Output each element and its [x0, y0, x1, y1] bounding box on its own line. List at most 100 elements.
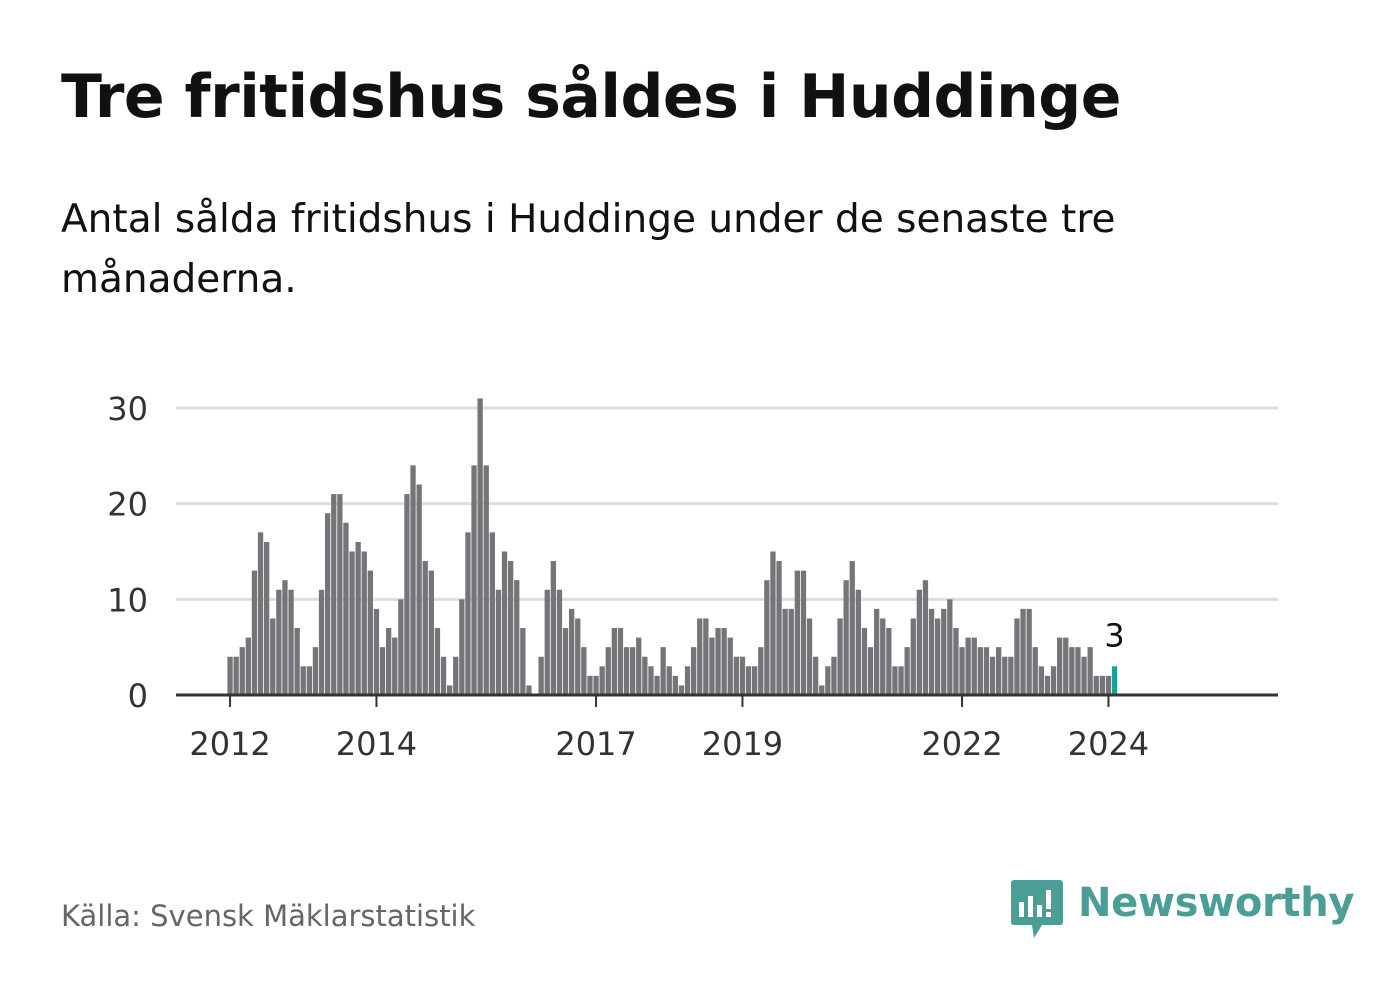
bar [392, 637, 398, 695]
bar [587, 675, 593, 695]
bar [404, 494, 410, 695]
bar [739, 656, 746, 695]
bar [349, 551, 355, 695]
bar [501, 551, 508, 695]
bar [813, 656, 819, 695]
bar [337, 494, 343, 695]
bar [904, 647, 910, 695]
bar [581, 647, 587, 695]
bar [977, 647, 983, 695]
bar [721, 628, 727, 695]
bar [1069, 647, 1075, 695]
bar [1063, 637, 1069, 695]
bar [599, 666, 605, 695]
bar [526, 685, 532, 695]
bar [1081, 656, 1087, 695]
bar [245, 637, 251, 695]
bar [617, 628, 624, 695]
bar [953, 628, 959, 695]
bar [550, 561, 556, 695]
bar [996, 647, 1002, 695]
bar [1026, 608, 1032, 695]
bar [1057, 637, 1063, 695]
bar [520, 628, 526, 695]
bar [660, 647, 666, 695]
bar [886, 628, 892, 695]
bar [465, 532, 471, 695]
bars [227, 398, 1118, 695]
bar [227, 656, 233, 695]
bar [294, 628, 300, 695]
bar [386, 628, 392, 695]
x-tick-label: 2022 [921, 725, 1002, 763]
bar [941, 608, 947, 695]
bar [892, 666, 898, 695]
bar [489, 532, 495, 695]
bar [715, 628, 721, 695]
bar [916, 589, 922, 695]
bar [922, 580, 929, 695]
bar [825, 666, 831, 695]
bar [544, 589, 550, 695]
bar [928, 608, 935, 695]
bar [1105, 675, 1112, 695]
bar [514, 580, 520, 695]
bar [325, 513, 331, 695]
bar [270, 618, 276, 695]
bar [1050, 666, 1057, 695]
bar [276, 589, 282, 695]
y-tick-label: 0 [128, 677, 148, 715]
bar [684, 666, 691, 695]
bar [867, 647, 874, 695]
bar [819, 685, 825, 695]
bar [416, 484, 422, 695]
bar [233, 656, 239, 695]
bar [477, 398, 483, 695]
bar [1020, 608, 1026, 695]
bar [831, 656, 837, 695]
bar [422, 561, 428, 695]
bar [264, 541, 270, 695]
bar [727, 637, 733, 695]
bar [1014, 618, 1020, 695]
bar [306, 666, 312, 695]
bar [654, 675, 660, 695]
bar [880, 618, 886, 695]
bar [1038, 666, 1044, 695]
bar [1075, 647, 1081, 695]
bar [697, 618, 703, 695]
bar [575, 618, 581, 695]
bar [861, 628, 868, 695]
bar [379, 647, 386, 695]
bar [837, 618, 843, 695]
bar [745, 666, 752, 695]
source-note: Källa: Svensk Mäklarstatistik [61, 899, 476, 933]
x-tick-label: 2014 [336, 725, 417, 763]
bar [483, 465, 489, 695]
bar [440, 656, 447, 695]
bar [910, 618, 916, 695]
last-value-label: 3 [1104, 616, 1124, 654]
bar [636, 637, 642, 695]
brand-name: Newsworthy [1078, 880, 1355, 926]
bar [764, 580, 770, 695]
axes [176, 693, 1278, 707]
bar [312, 647, 319, 695]
bar [630, 647, 636, 695]
bar [562, 628, 569, 695]
bar [1099, 675, 1105, 695]
x-tick-label: 2019 [702, 725, 783, 763]
bar [1087, 647, 1093, 695]
bar [666, 666, 672, 695]
bar [989, 656, 996, 695]
bar [367, 570, 373, 695]
bar [556, 589, 563, 695]
bar [471, 465, 477, 695]
bar [935, 618, 941, 695]
bar [398, 599, 404, 695]
bar [709, 637, 715, 695]
bar [965, 637, 971, 695]
bar [251, 570, 258, 695]
bar [758, 647, 764, 695]
x-tick-label: 2017 [555, 725, 636, 763]
